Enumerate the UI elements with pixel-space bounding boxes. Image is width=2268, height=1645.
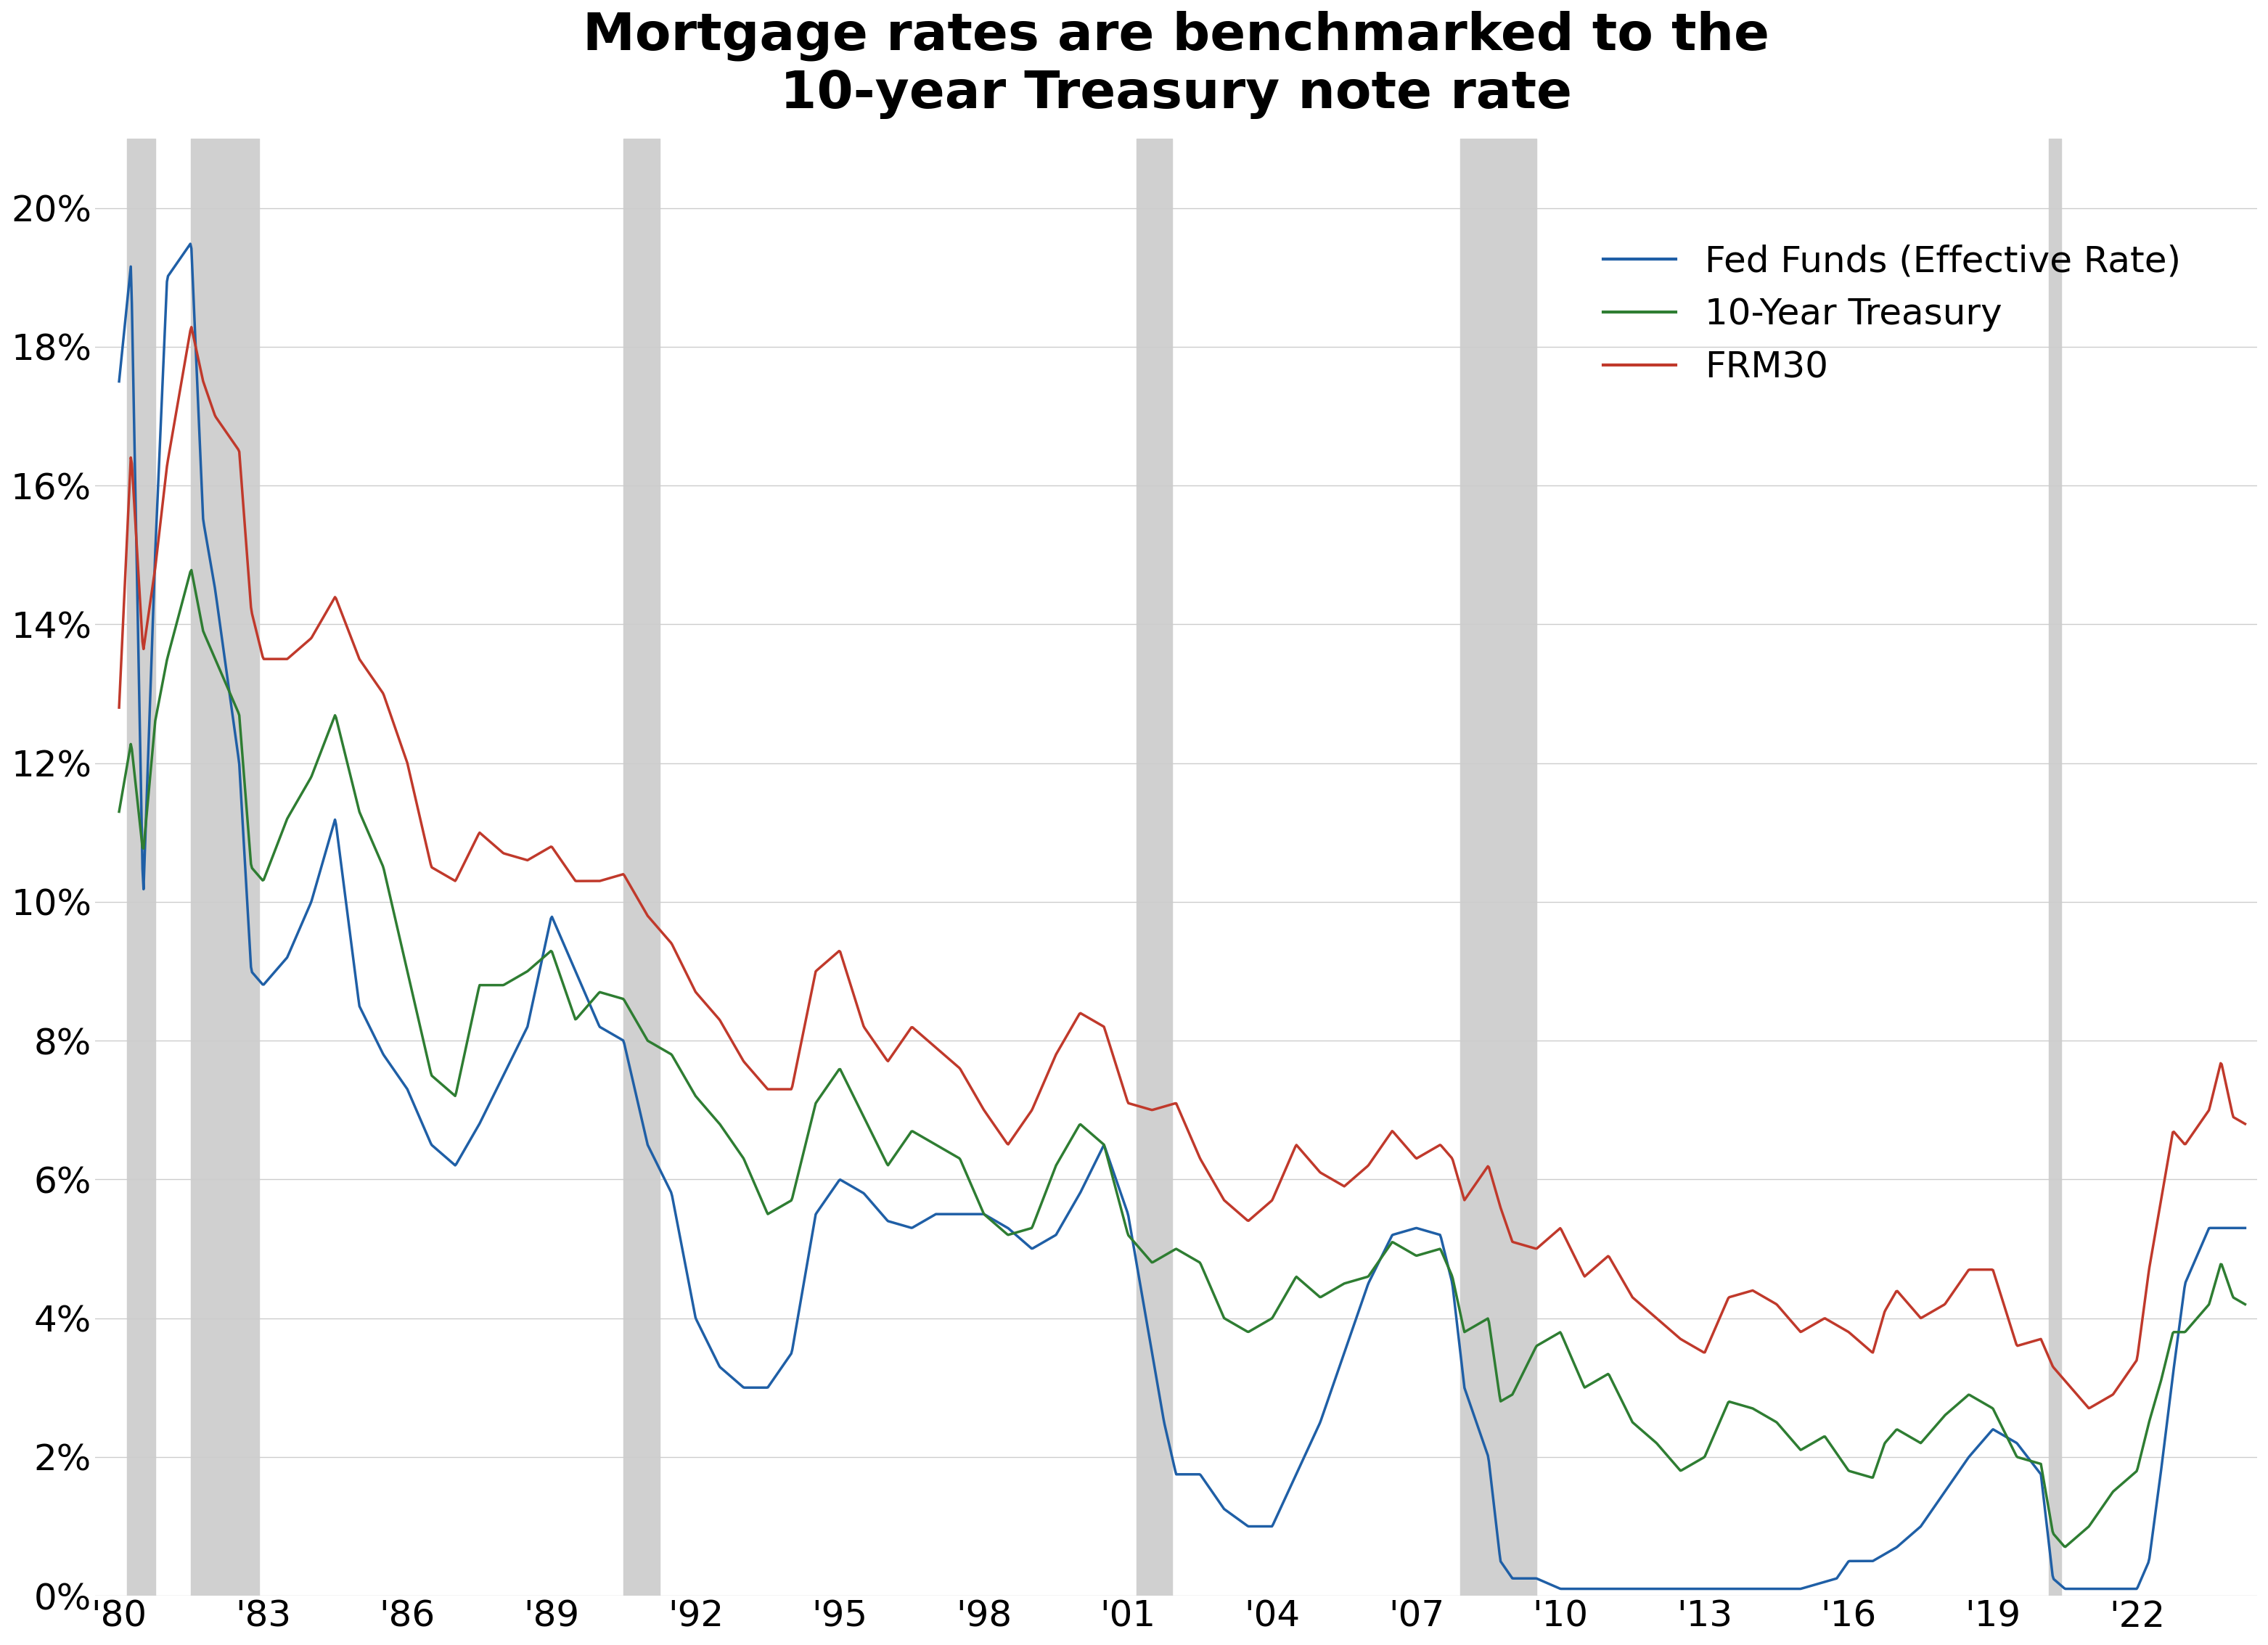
Bar: [1136, 138, 1173, 1596]
Bar: [1461, 138, 1535, 1596]
Bar: [127, 138, 154, 1596]
Legend: Fed Funds (Effective Rate), 10-Year Treasury, FRM30: Fed Funds (Effective Rate), 10-Year Trea…: [1590, 230, 2195, 400]
Bar: [624, 138, 660, 1596]
Bar: [191, 138, 259, 1596]
Title: Mortgage rates are benchmarked to the
10-year Treasury note rate: Mortgage rates are benchmarked to the 10…: [583, 12, 1769, 118]
Bar: [2048, 138, 2062, 1596]
